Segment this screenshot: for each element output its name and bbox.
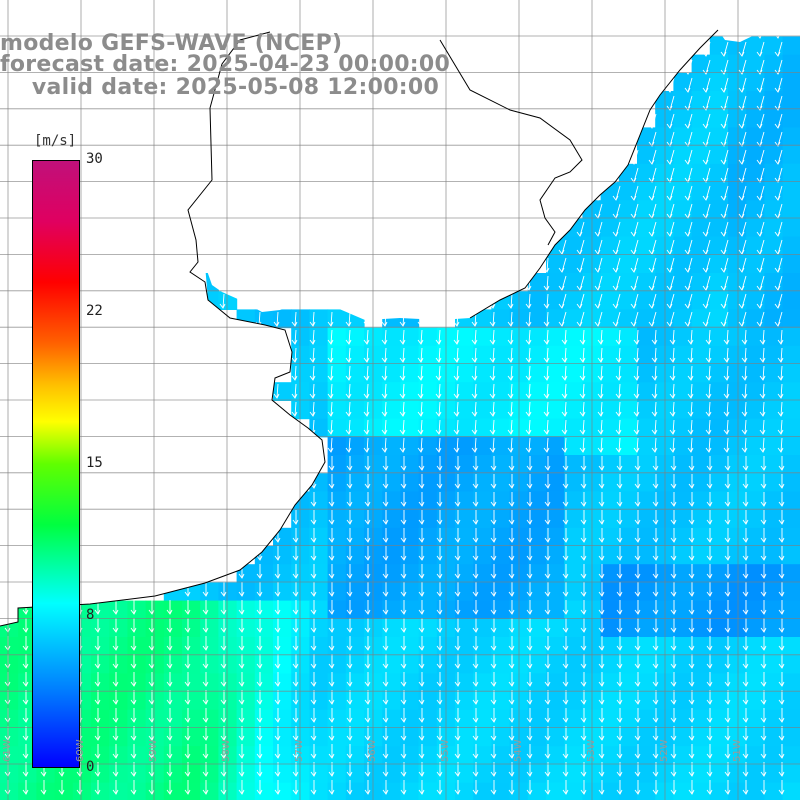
colorbar-tick-30: 30 <box>86 151 103 167</box>
coastline <box>0 29 719 627</box>
wind-speed-field <box>0 36 800 800</box>
model-title: modelo GEFS-WAVE (NCEP) <box>0 31 343 56</box>
colorbar-unit: [m/s] <box>34 133 77 149</box>
lon-label: 55W <box>440 739 451 762</box>
lon-label: 52W <box>659 739 670 762</box>
colorbar-tick-8: 8 <box>86 607 95 623</box>
colorbar-tick-0: 0 <box>86 759 95 775</box>
lon-label: 56W <box>367 739 378 762</box>
lon-label: 54W <box>513 739 524 762</box>
lon-label: 61W <box>2 739 13 762</box>
valid-date: valid date: 2025-05-08 12:00:00 <box>0 75 440 100</box>
forecast-date: forecast date: 2025-04-23 00:00:00 <box>0 52 451 77</box>
colorbar-tick-22: 22 <box>86 303 103 319</box>
lon-label: 57W <box>294 739 305 762</box>
land-mask <box>0 0 800 626</box>
lon-label: 58W <box>221 739 232 762</box>
colorbar-tick-15: 15 <box>86 455 103 471</box>
lon-label: 51W <box>732 739 743 762</box>
colorbar <box>32 160 80 768</box>
wind-arrows <box>4 23 785 795</box>
lon-label: 53W <box>586 739 597 762</box>
lon-label: 59W <box>148 739 159 762</box>
lon-label: 60W <box>75 739 86 762</box>
land-area <box>0 0 800 626</box>
